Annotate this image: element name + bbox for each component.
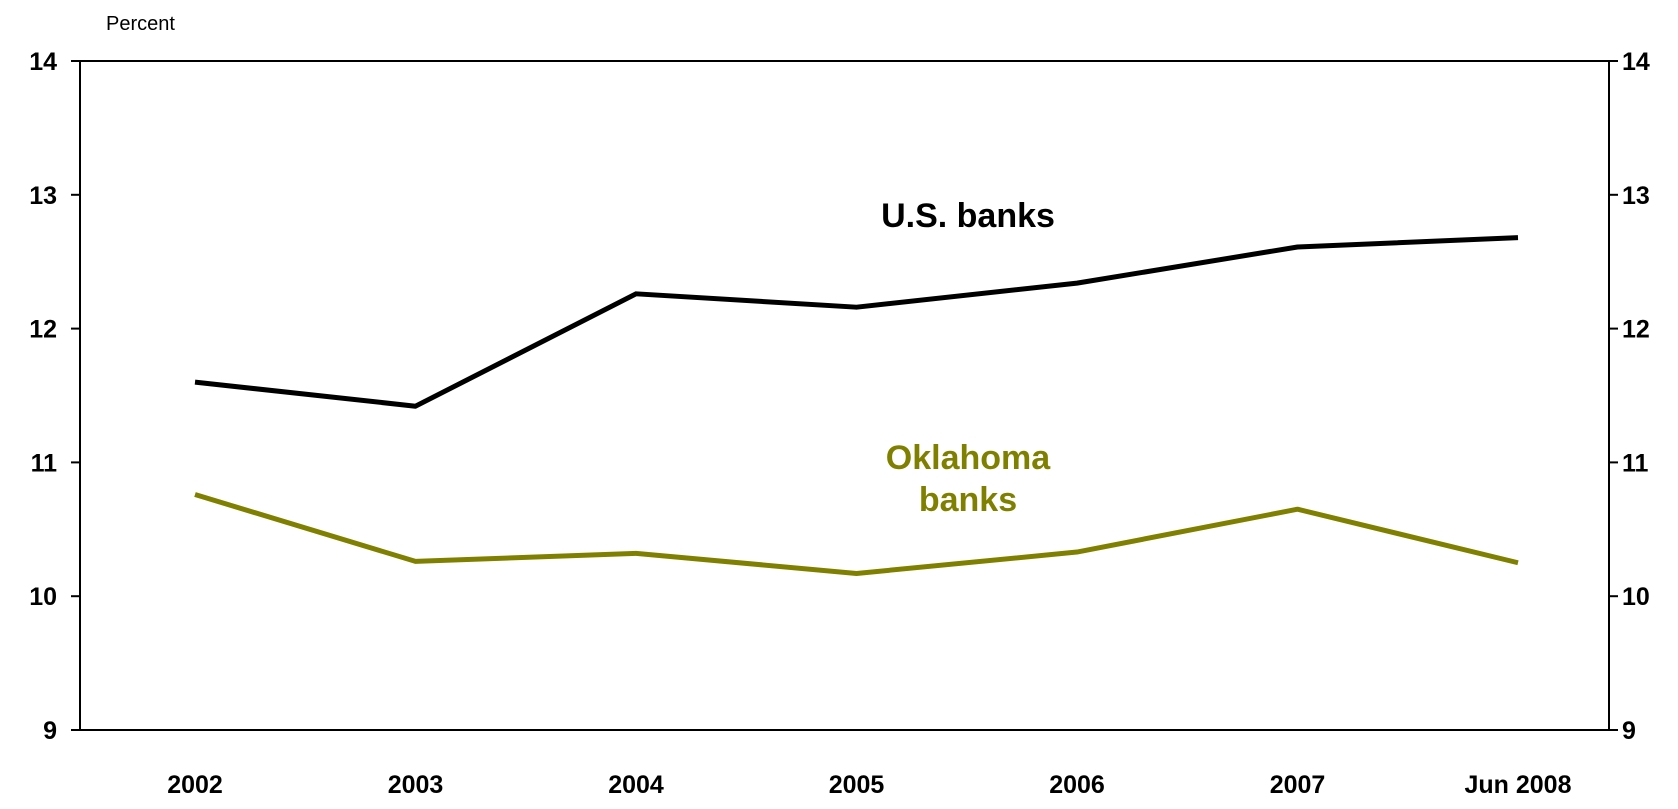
x-tick-label: 2004 [608,771,664,799]
series-label-line: Oklahoma [886,439,1051,477]
u-s-banks-series-label: U.S. banks [881,197,1055,235]
y-tick-label-right: 13 [1622,182,1650,210]
x-tick-label: 2007 [1270,771,1326,799]
y-tick-label-right: 9 [1622,717,1636,745]
u-s-banks-series-line [194,235,1519,409]
x-tick-label: 2005 [829,771,885,799]
y-tick-label-right: 12 [1622,316,1650,344]
left-y-axis: 9 10 11 12 13 14 [29,48,80,745]
y-tick-label-left: 12 [29,316,57,344]
x-tick-label: 2006 [1049,771,1105,799]
x-tick-label: 2002 [167,771,223,799]
series-lines [194,235,1519,576]
x-tick-label: 2003 [388,771,444,799]
y-tick-label-right: 11 [1622,449,1649,477]
y-tick-label-left: 11 [31,449,58,477]
x-tick-label: Jun 2008 [1464,771,1571,799]
right-y-axis: 9 10 11 12 13 14 [1609,48,1650,745]
y-tick-label-left: 13 [29,182,57,210]
y-axis-unit-label: Percent [106,13,175,35]
x-axis: 2002 2003 2004 2005 2006 2007 Jun 2008 [167,771,1571,799]
y-tick-label-right: 10 [1622,583,1650,611]
y-tick-label-left: 14 [29,48,57,76]
oklahoma-banks-series-line [194,492,1519,576]
series-label-line: banks [919,481,1017,519]
y-tick-label-left: 10 [29,583,57,611]
oklahoma-banks-series-label: Oklahoma banks [886,439,1051,519]
y-tick-label-left: 9 [43,717,57,745]
plot-area-frame [79,60,1610,731]
series-label-line: U.S. banks [881,197,1055,235]
y-tick-label-right: 14 [1622,48,1650,76]
series-labels: U.S. banks Oklahoma banks [881,197,1055,519]
